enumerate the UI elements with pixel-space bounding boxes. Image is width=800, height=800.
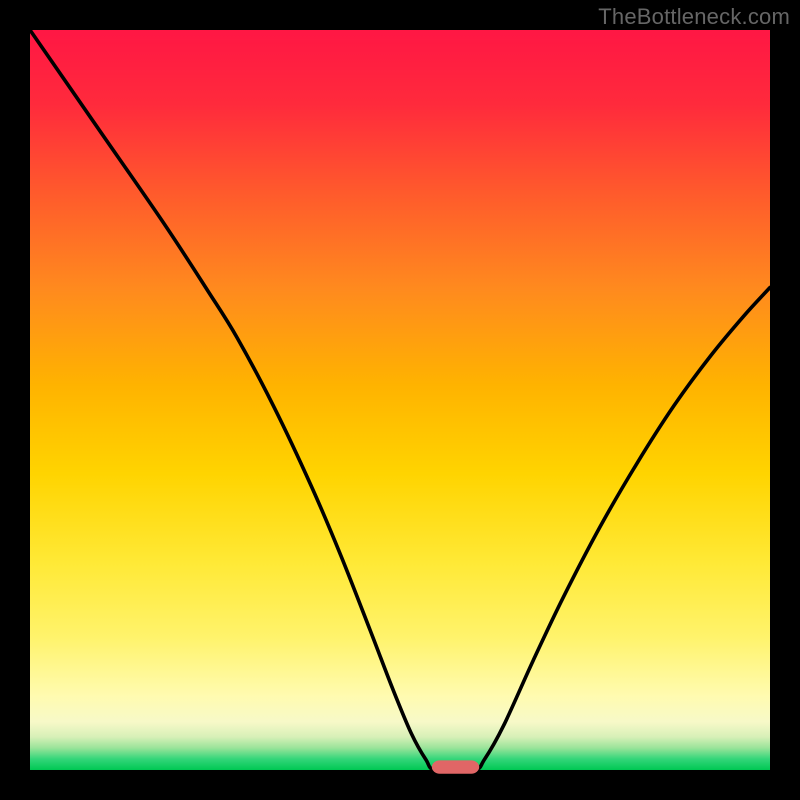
plot-gradient-background [30, 30, 770, 770]
optimal-marker [432, 760, 479, 773]
bottleneck-curve-chart [0, 0, 800, 800]
chart-container: { "watermark": { "text": "TheBottleneck.… [0, 0, 800, 800]
watermark-text: TheBottleneck.com [598, 4, 790, 30]
